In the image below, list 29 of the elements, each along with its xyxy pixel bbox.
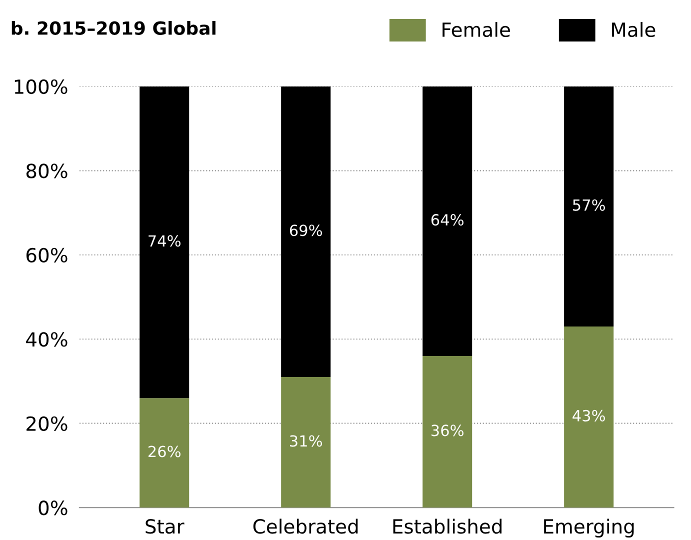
legend-label: Male [612, 22, 656, 38]
legend-label: Female [442, 22, 510, 38]
data-label: 64% [431, 214, 464, 226]
y-tick-label: 60% [26, 248, 68, 263]
y-tick-label: 20% [26, 416, 68, 432]
data-label: 31% [290, 435, 322, 447]
data-label: 57% [573, 199, 605, 211]
bar [564, 326, 614, 508]
bar [140, 398, 190, 508]
x-tick-label: Celebrated [253, 518, 358, 534]
bar [422, 86, 472, 356]
data-label: 43% [572, 410, 605, 422]
bar [564, 86, 614, 326]
y-tick-label: 100% [14, 79, 68, 94]
data-label: 26% [148, 446, 180, 458]
data-label: 36% [432, 424, 464, 436]
x-tick-label: Emerging [544, 518, 634, 538]
bar [140, 86, 190, 398]
data-label: 74% [148, 235, 180, 247]
y-tick-label: 40% [26, 332, 68, 347]
bar [422, 356, 472, 508]
x-tick-label: Established [393, 518, 502, 534]
y-tick-label: 0% [38, 500, 68, 516]
data-label: 69% [290, 224, 322, 236]
x-tick-label: Star [146, 519, 184, 534]
y-tick-label: 80% [26, 164, 68, 178]
bar [281, 377, 331, 508]
bar [281, 86, 331, 378]
chart-title: b. 2015–2019 Global [12, 20, 216, 35]
